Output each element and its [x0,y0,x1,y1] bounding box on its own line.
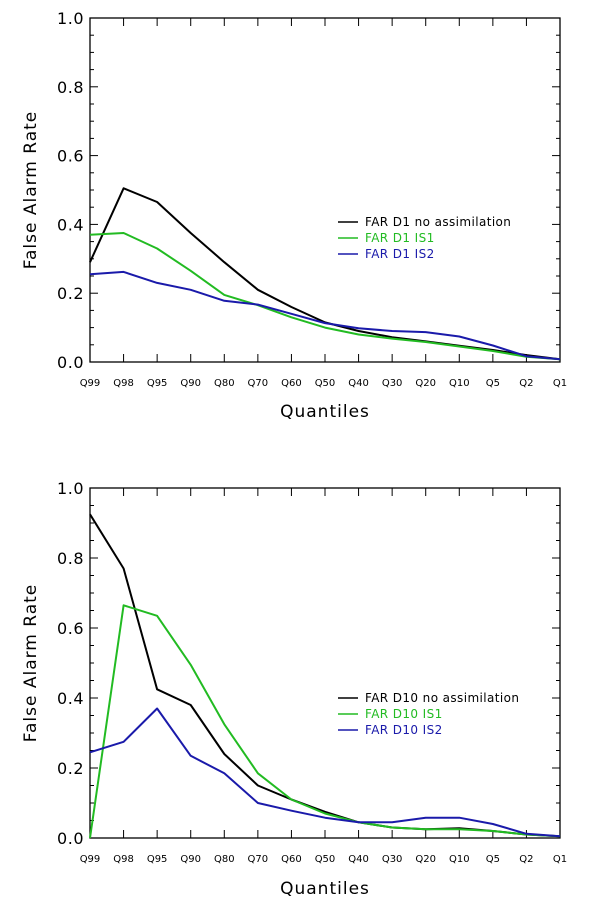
plot-frame [89,487,561,839]
chart-panel-2: 0.0 0.2 0.4 0.6 0.8 1.0 Q99 Q98 Q95 Q90 Q80 Q70 Q60 Q… [21,479,567,899]
x-tick-label: Q10 [449,854,470,865]
series-line-2 [89,604,561,839]
x-tick-label: Q30 [382,378,403,389]
plot-frame [89,17,561,363]
x-axis-title: Quantiles [280,402,370,422]
y-tick-label: 0.4 [57,689,84,708]
y-tick-label: 0.6 [57,147,84,166]
x-tick-label: Q70 [248,378,269,389]
x-tick-label: Q2 [519,378,533,389]
series-line-2 [89,232,561,361]
series-line-1 [89,187,561,361]
x-tick-label: Q20 [415,854,436,865]
legend-label: FAR D1 IS2 [365,247,435,261]
x-tick-label: Q50 [315,854,336,865]
x-tick-label: Q40 [348,378,369,389]
x-tick-label: Q95 [147,378,168,389]
x-tick-label: Q20 [415,378,436,389]
series-line-3 [89,270,561,361]
legend-label: FAR D10 no assimilation [365,691,519,705]
y-axis-title: False Alarm Rate [21,584,41,742]
x-tick-label: Q5 [486,854,500,865]
x-tick-label: Q1 [553,854,567,865]
x-tick-label: Q95 [147,854,168,865]
y-tick-label: 1.0 [57,9,84,28]
x-tick-label: Q90 [180,854,201,865]
x-tick-label: Q98 [113,854,134,865]
x-tick-label: Q40 [348,854,369,865]
x-tick-label: Q50 [315,378,336,389]
legend-label: FAR D10 IS2 [365,723,443,737]
legend-label: FAR D1 IS1 [365,231,435,245]
y-tick-label: 0.2 [57,284,84,303]
y-tick-label: 0.8 [57,78,84,97]
x-tick-label: Q99 [80,854,101,865]
series-line-3 [89,707,561,838]
x-tick-label: Q60 [281,378,302,389]
legend-label: FAR D1 no assimilation [365,215,511,229]
chart-panel-1: 0.0 0.2 0.4 0.6 0.8 1.0 Q99 Q98 Q95 Q90 Q80 Q70 Q60 Q… [21,9,567,422]
x-tick-label: Q98 [113,378,134,389]
x-tick-label: Q5 [486,378,500,389]
x-tick-label: Q80 [214,854,235,865]
series-line-1 [89,513,561,838]
x-tick-label: Q1 [553,378,567,389]
x-tick-label: Q10 [449,378,470,389]
x-axis-title: Quantiles [280,879,370,899]
x-tick-label: Q80 [214,378,235,389]
y-tick-label: 0.8 [57,549,84,568]
x-tick-label: Q70 [248,854,269,865]
x-tick-label: Q60 [281,854,302,865]
y-tick-label: 0.2 [57,759,84,778]
y-tick-label: 0.0 [57,353,84,372]
y-axis-title: False Alarm Rate [21,111,41,269]
y-tick-label: 0.4 [57,215,84,234]
x-tick-label: Q30 [382,854,403,865]
y-tick-label: 0.6 [57,619,84,638]
y-tick-label: 0.0 [57,829,84,848]
x-tick-label: Q90 [180,378,201,389]
x-tick-label: Q99 [80,378,101,389]
x-tick-label: Q2 [519,854,533,865]
legend-label: FAR D10 IS1 [365,707,443,721]
y-tick-label: 1.0 [57,479,84,498]
